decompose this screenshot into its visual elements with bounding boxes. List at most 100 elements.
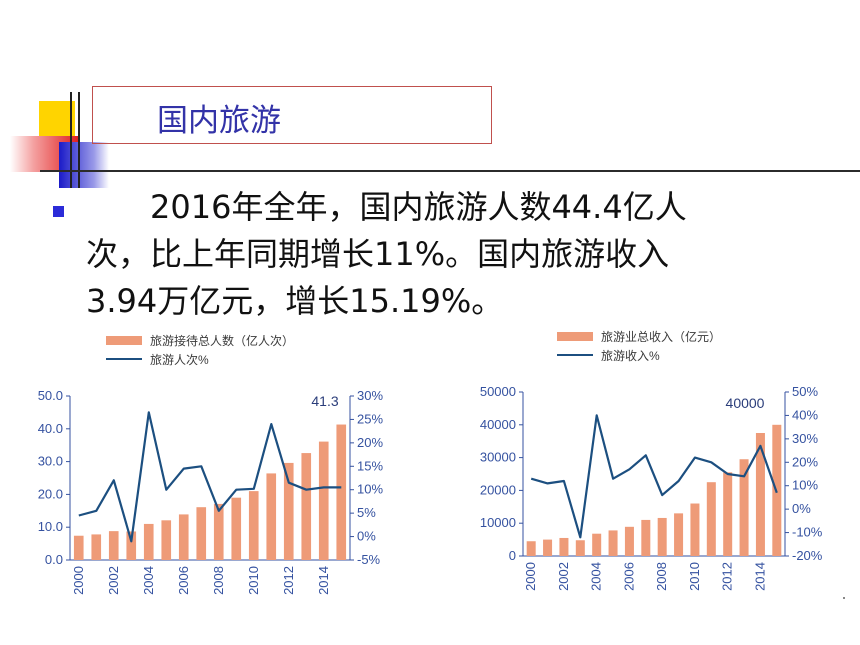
left-tick-label: 0 <box>509 548 516 563</box>
bar <box>526 541 536 556</box>
stray-dot <box>843 597 845 599</box>
right-tick-label: 10% <box>357 482 383 497</box>
left-tick-label: 20.0 <box>38 486 63 501</box>
legend-bar-swatch <box>557 332 593 341</box>
bar <box>301 453 312 560</box>
tourist-count-chart: 旅游接待总人数（亿人次） 旅游人次% 0.0 10.0 20.0 30.0 40.0 50.0… <box>38 333 384 595</box>
paragraph-line-2: 次，比上年同期增长11%。国内旅游收入 <box>86 235 670 273</box>
bar <box>674 513 684 556</box>
x-tick-label: 2012 <box>720 562 735 591</box>
left-tick-label: 50000 <box>480 384 516 399</box>
legend-label-bars: 旅游业总收入（亿元） <box>601 329 721 344</box>
bar <box>231 497 242 560</box>
bar <box>213 503 224 560</box>
right-tick-label: 5% <box>357 505 376 520</box>
legend-bar-swatch <box>106 336 142 345</box>
bar <box>723 472 733 556</box>
x-tick-label: 2000 <box>71 566 86 595</box>
bar <box>178 514 189 560</box>
bar <box>624 526 634 556</box>
title-divider <box>40 170 860 172</box>
growth-line <box>78 411 342 543</box>
bar <box>706 482 716 556</box>
legend-label-line: 旅游收入% <box>601 349 660 363</box>
left-tick-label: 10.0 <box>38 519 63 534</box>
title-box: 国内旅游 <box>92 86 492 144</box>
bar <box>739 459 749 556</box>
bar <box>318 441 329 560</box>
bar <box>641 519 651 556</box>
bar-annotation: 40000 <box>726 395 765 411</box>
legend-label-bars: 旅游接待总人数（亿人次） <box>150 333 294 348</box>
right-tick-label: -10% <box>792 525 823 540</box>
x-tick-label: 2006 <box>176 566 191 595</box>
left-tick-label: 30000 <box>480 450 516 465</box>
bar <box>336 424 347 560</box>
body-paragraph: 2016年全年，国内旅游人数44.4亿人 次，比上年同期增长11%。国内旅游收入… <box>86 184 786 325</box>
x-tick-label: 2002 <box>106 566 121 595</box>
left-tick-label: 20000 <box>480 482 516 497</box>
growth-line <box>530 414 778 539</box>
x-tick-label: 2010 <box>687 562 702 591</box>
bar <box>592 533 602 556</box>
right-tick-label: -5% <box>357 552 381 567</box>
bar <box>755 433 765 556</box>
bar <box>657 517 667 556</box>
right-tick-label: 0% <box>792 501 811 516</box>
left-tick-label: 30.0 <box>38 454 63 469</box>
x-tick-label: 2008 <box>654 562 669 591</box>
left-tick-label: 0.0 <box>45 552 63 567</box>
right-tick-label: 0% <box>357 529 376 544</box>
right-tick-label: 10% <box>792 478 818 493</box>
deco-yellow-square <box>39 101 75 137</box>
right-tick-label: 20% <box>792 454 818 469</box>
right-tick-label: 50% <box>792 384 818 399</box>
bar <box>143 523 154 560</box>
bar <box>690 503 700 556</box>
bar <box>161 520 172 560</box>
x-tick-label: 2014 <box>316 566 331 595</box>
bar <box>543 539 553 556</box>
deco-vertical-line <box>70 92 72 188</box>
x-tick-label: 2004 <box>589 562 604 591</box>
x-tick-label: 2006 <box>621 562 636 591</box>
bar <box>283 462 294 560</box>
legend-label-line: 旅游人次% <box>150 353 209 367</box>
bar <box>608 530 618 556</box>
bar <box>575 540 585 556</box>
left-tick-label: 40.0 <box>38 421 63 436</box>
right-tick-label: 25% <box>357 411 383 426</box>
bar-annotation: 41.3 <box>311 393 338 409</box>
x-tick-label: 2012 <box>281 566 296 595</box>
right-tick-label: 30% <box>357 388 383 403</box>
deco-blue-gradient-square <box>59 142 109 188</box>
bar <box>559 537 569 556</box>
bar <box>108 531 119 560</box>
slide-title: 国内旅游 <box>157 103 281 139</box>
paragraph-line-1: 2016年全年，国内旅游人数44.4亿人 <box>150 188 687 226</box>
left-tick-label: 10000 <box>480 515 516 530</box>
bar <box>91 534 102 560</box>
right-tick-label: -20% <box>792 548 823 563</box>
right-tick-label: 40% <box>792 407 818 422</box>
x-tick-label: 2008 <box>211 566 226 595</box>
paragraph-line-3: 3.94万亿元，增长15.19%。 <box>86 282 504 320</box>
bar <box>196 507 207 560</box>
x-tick-label: 2010 <box>246 566 261 595</box>
left-tick-label: 50.0 <box>38 388 63 403</box>
right-tick-label: 30% <box>792 431 818 446</box>
x-tick-label: 2002 <box>556 562 571 591</box>
x-tick-label: 2004 <box>141 566 156 595</box>
x-tick-label: 2000 <box>523 562 538 591</box>
left-tick-label: 40000 <box>480 417 516 432</box>
right-tick-label: 20% <box>357 435 383 450</box>
deco-vertical-line-2 <box>78 92 80 188</box>
bullet-icon <box>53 206 64 217</box>
bar <box>248 491 259 560</box>
tourism-revenue-chart: 旅游业总收入（亿元） 旅游收入% 0 10000 20000 30000 40000 5000… <box>480 329 823 591</box>
bar <box>73 535 84 560</box>
right-tick-label: 15% <box>357 458 383 473</box>
bar <box>266 473 277 560</box>
x-tick-label: 2014 <box>752 562 767 591</box>
bar <box>126 531 137 560</box>
